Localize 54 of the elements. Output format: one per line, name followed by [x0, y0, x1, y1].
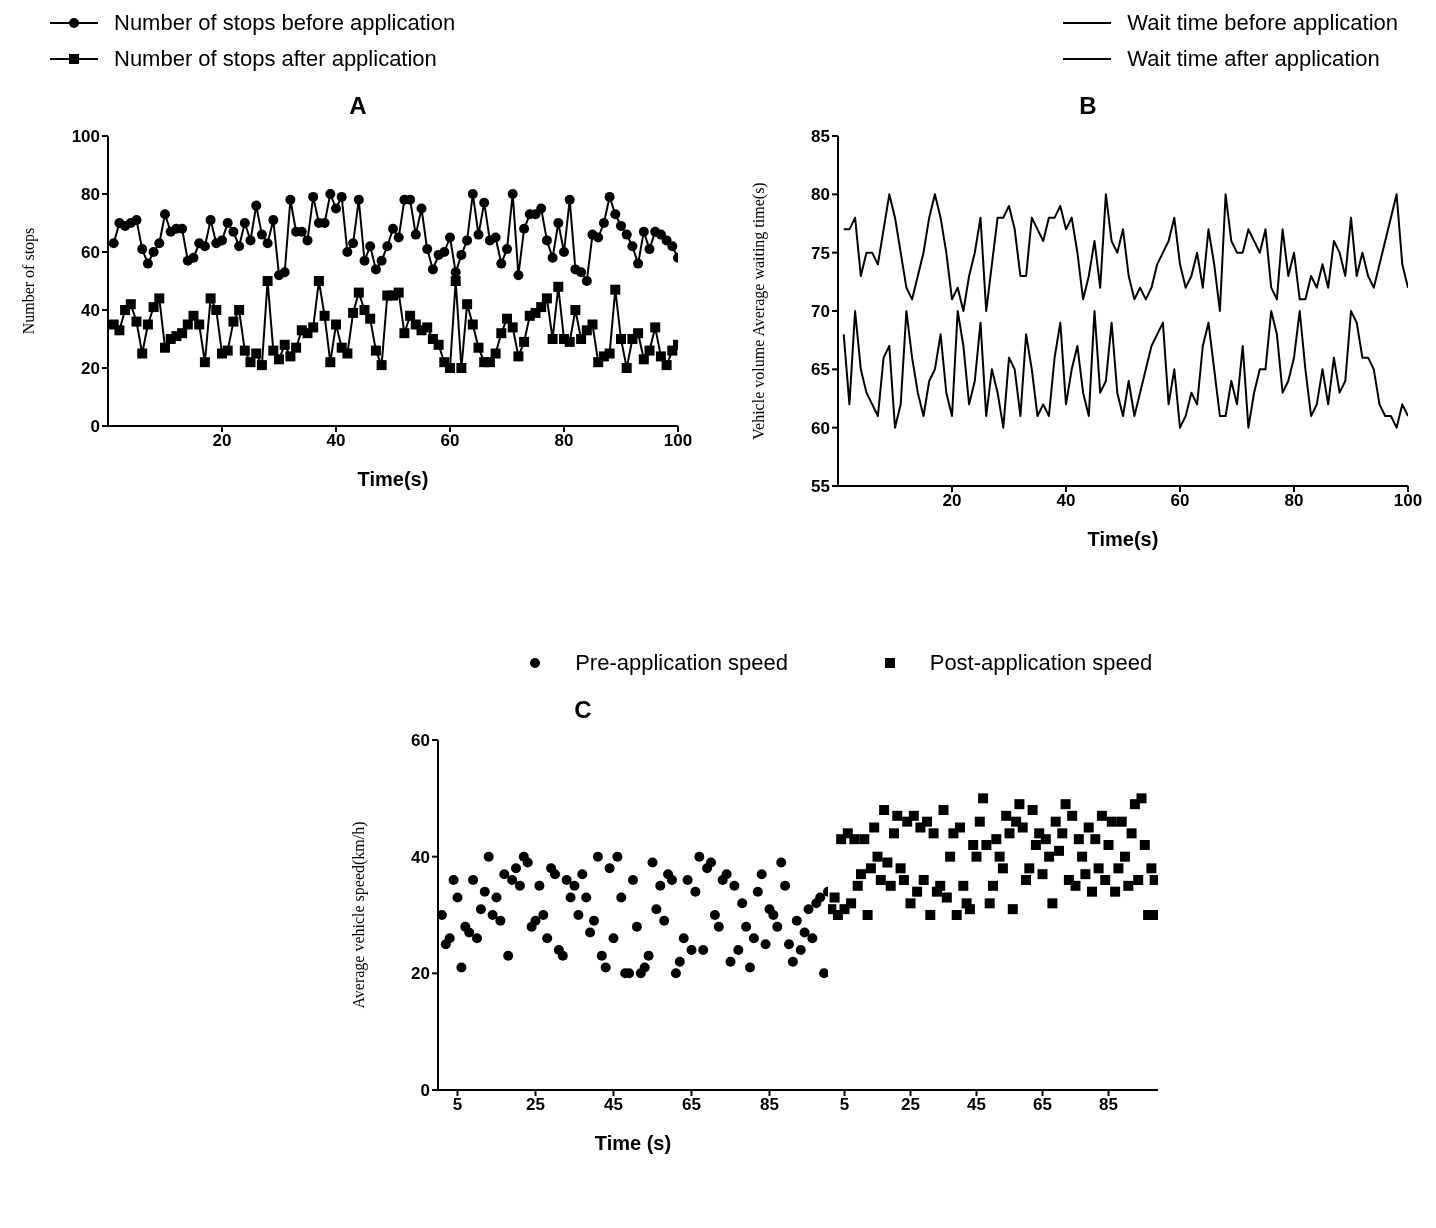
y-tick-label: 100: [71, 127, 100, 147]
x-tick-label: 60: [440, 431, 460, 451]
y-tick-label: 80: [811, 185, 830, 205]
y-tick-label: 70: [811, 302, 830, 322]
y-tick-label: 60: [811, 418, 830, 438]
x-tick-label: 40: [1056, 491, 1076, 511]
x-tick-label: 25: [526, 1095, 545, 1115]
x-tick-label: 65: [1033, 1095, 1052, 1115]
y-axis-title: Average vehicle speed(km/h): [349, 821, 368, 1009]
x-axis-title: Time(s): [357, 468, 429, 490]
y-axis-title: Number of stops: [19, 227, 38, 335]
x-tick-label: 100: [1393, 491, 1423, 511]
legend-label: Number of stops after application: [114, 46, 437, 72]
y-tick-label: 85: [811, 127, 830, 147]
chart-title: C: [573, 696, 593, 724]
y-axis-title: Vehicle volume Average waiting time(s): [749, 182, 768, 440]
y-tick-label: 60: [81, 243, 100, 263]
x-tick-label: 45: [967, 1095, 986, 1115]
x-tick-label: 60: [1170, 491, 1190, 511]
x-tick-label: 20: [942, 491, 962, 511]
y-tick-label: 40: [411, 847, 430, 867]
x-tick-label: 20: [212, 431, 232, 451]
x-tick-label: 5: [452, 1095, 463, 1115]
y-tick-label: 80: [81, 185, 100, 205]
x-tick-label: 40: [326, 431, 346, 451]
y-tick-label: 60: [411, 731, 430, 751]
line-series: [842, 193, 1408, 312]
y-tick-label: 0: [420, 1081, 430, 1101]
x-tick-label: 45: [604, 1095, 623, 1115]
y-tick-label: 20: [81, 359, 100, 379]
chart-title: A: [348, 92, 368, 120]
legend-label: Pre-application speed: [575, 650, 788, 676]
x-tick-label: 25: [901, 1095, 920, 1115]
y-tick-label: 40: [81, 301, 100, 321]
y-tick-label: 20: [411, 964, 430, 984]
chart-title: B: [1078, 92, 1098, 120]
y-tick-label: 75: [811, 243, 830, 263]
x-axis-title: Time(s): [1087, 528, 1159, 550]
legend-label: Wait time after application: [1127, 46, 1380, 72]
y-tick-label: 0: [90, 417, 100, 437]
x-tick-label: 100: [663, 431, 693, 451]
x-tick-label: 80: [554, 431, 574, 451]
legend-label: Post-application speed: [929, 650, 1153, 676]
x-tick-label: 80: [1284, 491, 1304, 511]
x-tick-label: 85: [760, 1095, 779, 1115]
legend-label: Number of stops before application: [114, 10, 456, 36]
x-tick-label: 85: [1099, 1095, 1118, 1115]
x-axis-title: Time (s): [594, 1132, 672, 1154]
line-series: [842, 310, 1408, 429]
x-tick-label: 5: [839, 1095, 850, 1115]
legend-label: Wait time before application: [1127, 10, 1398, 36]
y-tick-label: 55: [811, 477, 830, 497]
x-tick-label: 65: [682, 1095, 701, 1115]
y-tick-label: 65: [811, 360, 830, 380]
